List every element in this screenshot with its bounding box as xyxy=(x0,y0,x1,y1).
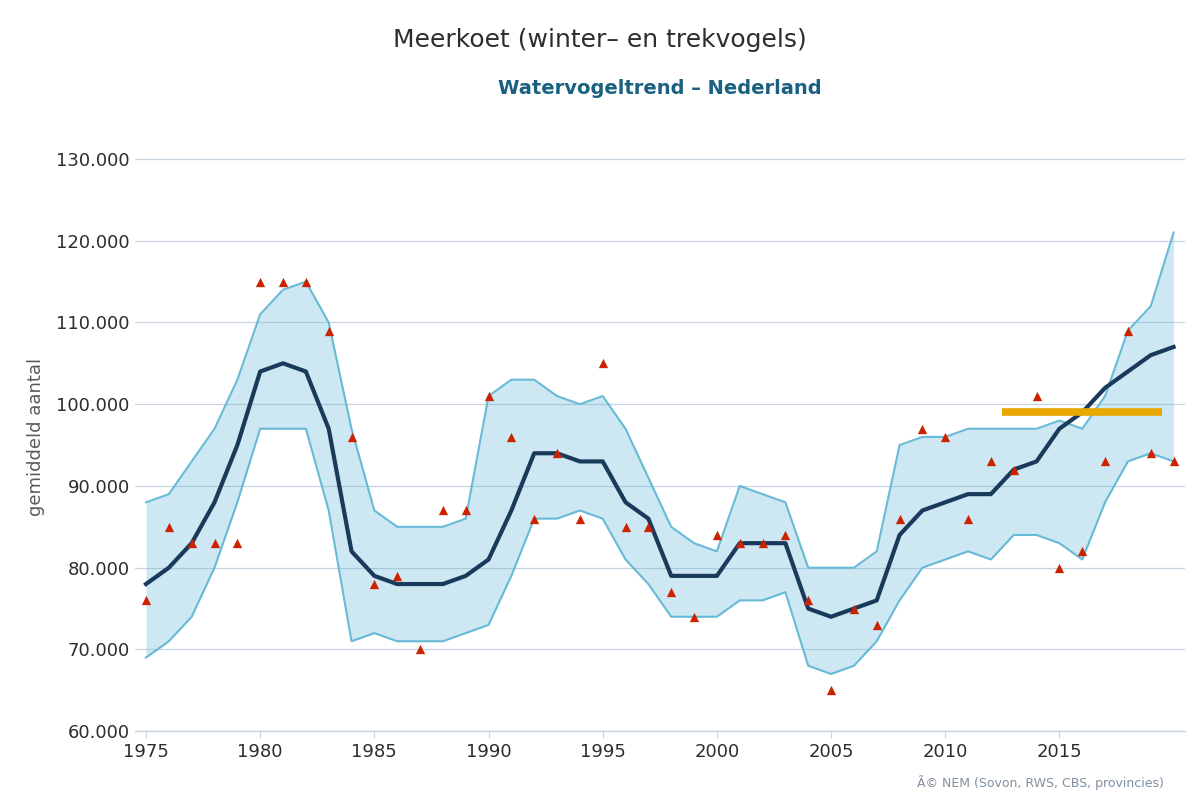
Point xyxy=(502,430,521,443)
Point xyxy=(684,610,703,623)
Point xyxy=(959,512,978,525)
Point xyxy=(1164,455,1183,468)
Point xyxy=(982,455,1001,468)
Point xyxy=(205,537,224,550)
Point xyxy=(822,684,841,697)
Point xyxy=(1141,447,1160,460)
Point xyxy=(251,275,270,288)
Point xyxy=(638,521,658,534)
Point xyxy=(593,357,612,370)
Point xyxy=(388,570,407,582)
Point xyxy=(845,602,864,615)
Point xyxy=(661,586,680,598)
Point xyxy=(1118,324,1138,337)
Point xyxy=(707,529,726,542)
Point xyxy=(1004,463,1024,476)
Point xyxy=(137,594,156,606)
Point xyxy=(1027,390,1046,402)
Point xyxy=(365,578,384,590)
Point xyxy=(228,537,247,550)
Point xyxy=(547,447,566,460)
Title: Watervogeltrend – Nederland: Watervogeltrend – Nederland xyxy=(498,79,822,98)
Point xyxy=(410,643,430,656)
Point xyxy=(182,537,202,550)
Point xyxy=(524,512,544,525)
Point xyxy=(570,512,589,525)
Point xyxy=(479,390,498,402)
Point xyxy=(1096,455,1115,468)
Point xyxy=(775,529,794,542)
Y-axis label: gemiddeld aantal: gemiddeld aantal xyxy=(26,358,46,516)
Point xyxy=(799,594,818,606)
Point xyxy=(616,521,635,534)
Point xyxy=(752,537,772,550)
Text: Meerkoet (winter– en trekvogels): Meerkoet (winter– en trekvogels) xyxy=(394,28,806,52)
Point xyxy=(319,324,338,337)
Point xyxy=(296,275,316,288)
Point xyxy=(868,618,887,631)
Point xyxy=(936,430,955,443)
Point xyxy=(890,512,910,525)
Point xyxy=(274,275,293,288)
Point xyxy=(730,537,749,550)
Point xyxy=(1050,562,1069,574)
Point xyxy=(1073,545,1092,558)
Point xyxy=(456,504,475,517)
Point xyxy=(913,422,932,435)
Point xyxy=(160,521,179,534)
Point xyxy=(342,430,361,443)
Text: Ã© NEM (Sovon, RWS, CBS, provincies): Ã© NEM (Sovon, RWS, CBS, provincies) xyxy=(917,775,1164,790)
Point xyxy=(433,504,452,517)
